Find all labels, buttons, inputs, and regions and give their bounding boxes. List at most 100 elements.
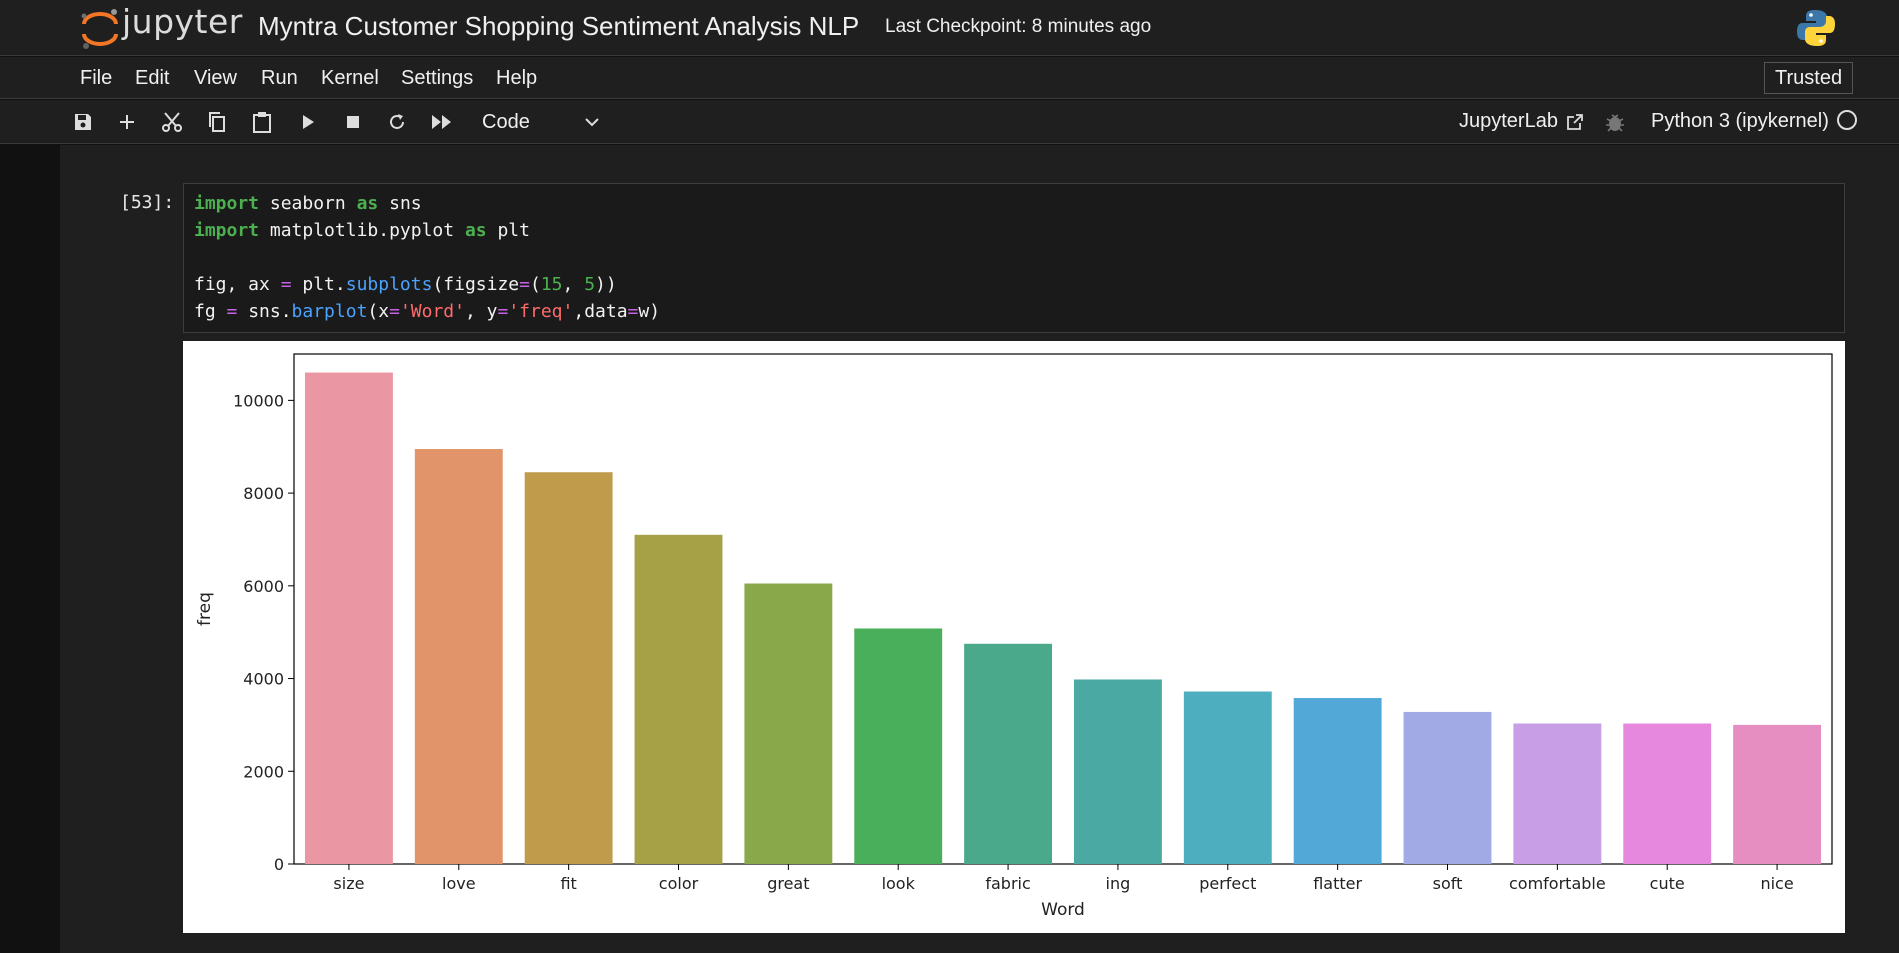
menu-view[interactable]: View bbox=[194, 67, 237, 89]
paste-button[interactable] bbox=[249, 110, 275, 134]
code-token: = bbox=[627, 301, 639, 322]
code-token: , y bbox=[464, 301, 498, 322]
code-token: = bbox=[389, 301, 400, 322]
restart-kernel-button[interactable] bbox=[384, 110, 410, 134]
code-line-1: import seaborn as sns bbox=[194, 190, 1834, 217]
code-token: w) bbox=[638, 301, 661, 322]
bar-love bbox=[414, 449, 503, 864]
menu-kernel[interactable]: Kernel bbox=[321, 67, 379, 89]
x-tick-label: perfect bbox=[1199, 874, 1256, 893]
code-token: import bbox=[194, 193, 260, 214]
bar-great bbox=[744, 583, 833, 864]
x-tick-label: fabric bbox=[985, 874, 1030, 893]
run-cell-button[interactable] bbox=[295, 110, 321, 134]
code-token: sns bbox=[378, 193, 422, 214]
code-line-3 bbox=[194, 244, 1834, 271]
code-token: ,data bbox=[573, 301, 628, 322]
checkpoint-status: Last Checkpoint: 8 minutes ago bbox=[885, 16, 1152, 37]
cell-type-dropdown[interactable]: Code bbox=[478, 108, 604, 136]
external-link-icon bbox=[1567, 113, 1583, 130]
code-token: 5 bbox=[584, 274, 596, 295]
code-token: (figsize bbox=[432, 274, 520, 295]
code-token: as bbox=[464, 220, 487, 241]
menu-settings[interactable]: Settings bbox=[401, 67, 474, 89]
code-token: import bbox=[194, 220, 260, 241]
y-tick-label: 10000 bbox=[233, 391, 284, 410]
x-tick-label: love bbox=[442, 874, 476, 893]
plus-icon bbox=[120, 115, 134, 129]
code-token: ( bbox=[529, 274, 541, 295]
menu-run[interactable]: Run bbox=[261, 67, 298, 89]
bar-look bbox=[854, 628, 943, 864]
code-token: = bbox=[519, 274, 530, 295]
save-icon bbox=[75, 114, 91, 130]
copy-icon bbox=[209, 112, 225, 132]
bar-color bbox=[634, 534, 723, 864]
menu-help[interactable]: Help bbox=[496, 67, 538, 89]
code-line-4: fig, ax = plt.subplots(figsize=(15, 5)) bbox=[194, 271, 1834, 298]
x-tick-label: look bbox=[882, 874, 916, 893]
x-tick-label: flatter bbox=[1313, 874, 1362, 893]
insert-cell-button[interactable] bbox=[114, 110, 140, 134]
cell-type-value: Code bbox=[482, 110, 530, 133]
fast-forward-icon bbox=[432, 115, 451, 129]
cell-output: 0 2000 4000 6000 8000 10000 size love fit color g… bbox=[183, 341, 1845, 933]
x-tick-label: color bbox=[659, 874, 699, 893]
bar-perfect bbox=[1183, 691, 1272, 864]
code-line-2: import matplotlib.pyplot as plt bbox=[194, 217, 1834, 244]
y-tick-label: 8000 bbox=[243, 484, 284, 503]
x-tick-label: cute bbox=[1650, 874, 1685, 893]
cut-button[interactable] bbox=[159, 110, 185, 134]
y-tick-label: 4000 bbox=[243, 670, 284, 689]
code-token: (x bbox=[367, 301, 390, 322]
stop-icon bbox=[347, 116, 359, 128]
code-token: fig, ax bbox=[194, 274, 281, 295]
bar-nice bbox=[1733, 724, 1822, 864]
python-logo-icon bbox=[1797, 10, 1835, 46]
restart-icon bbox=[390, 114, 404, 129]
bar-soft bbox=[1403, 711, 1492, 864]
code-token: 'Word' bbox=[399, 301, 465, 322]
code-line-5: fg = sns.barplot(x='Word', y='freq',data… bbox=[194, 298, 1834, 325]
bar-chart: 0 2000 4000 6000 8000 10000 size love fit color g… bbox=[195, 353, 1833, 920]
code-token: fg bbox=[194, 301, 227, 322]
code-token: subplots bbox=[345, 274, 433, 295]
open-jupyterlab-link[interactable]: JupyterLab bbox=[1459, 110, 1584, 133]
x-tick-label: size bbox=[333, 874, 364, 893]
code-cell-editor[interactable]: import seaborn as sns import matplotlib.p… bbox=[183, 183, 1845, 333]
notebook-title[interactable]: Myntra Customer Shopping Sentiment Analy… bbox=[258, 11, 860, 41]
code-token: , bbox=[562, 274, 585, 295]
code-token: seaborn bbox=[259, 193, 357, 214]
x-tick-label: fit bbox=[560, 874, 576, 893]
jupyter-logo-icon[interactable] bbox=[78, 6, 122, 52]
code-token: 15 bbox=[540, 274, 563, 295]
code-token: plt bbox=[486, 220, 530, 241]
bar-cute bbox=[1623, 723, 1712, 864]
kernel-name[interactable]: Python 3 (ipykernel) bbox=[1651, 110, 1829, 132]
x-tick-label: comfortable bbox=[1509, 874, 1606, 893]
code-token: = bbox=[497, 301, 509, 322]
restart-run-all-button[interactable] bbox=[429, 110, 455, 134]
debugger-bug-icon[interactable] bbox=[1605, 111, 1625, 133]
bar-fit bbox=[524, 472, 613, 864]
code-token: = bbox=[226, 301, 238, 322]
save-button[interactable] bbox=[70, 110, 96, 134]
code-token: sns. bbox=[237, 301, 292, 322]
play-icon bbox=[303, 115, 314, 129]
x-tick-label: nice bbox=[1760, 874, 1793, 893]
code-token: = bbox=[280, 274, 292, 295]
copy-button[interactable] bbox=[204, 110, 230, 134]
menu-edit[interactable]: Edit bbox=[135, 67, 170, 89]
jupyter-logo-text[interactable]: jupyter bbox=[122, 2, 243, 41]
interrupt-kernel-button[interactable] bbox=[340, 110, 366, 134]
bar-ing bbox=[1073, 679, 1162, 864]
trusted-badge[interactable]: Trusted bbox=[1764, 62, 1854, 94]
code-token: 'freq' bbox=[508, 301, 574, 322]
bar-comfortable bbox=[1513, 723, 1602, 864]
menu-bar: File Edit View Run Kernel Settings Help … bbox=[0, 57, 1899, 99]
y-axis-label: freq bbox=[195, 592, 215, 626]
y-tick-label: 6000 bbox=[243, 577, 284, 596]
menu-file[interactable]: File bbox=[80, 67, 113, 89]
x-tick-label: soft bbox=[1433, 874, 1463, 893]
bar-size bbox=[304, 372, 393, 864]
